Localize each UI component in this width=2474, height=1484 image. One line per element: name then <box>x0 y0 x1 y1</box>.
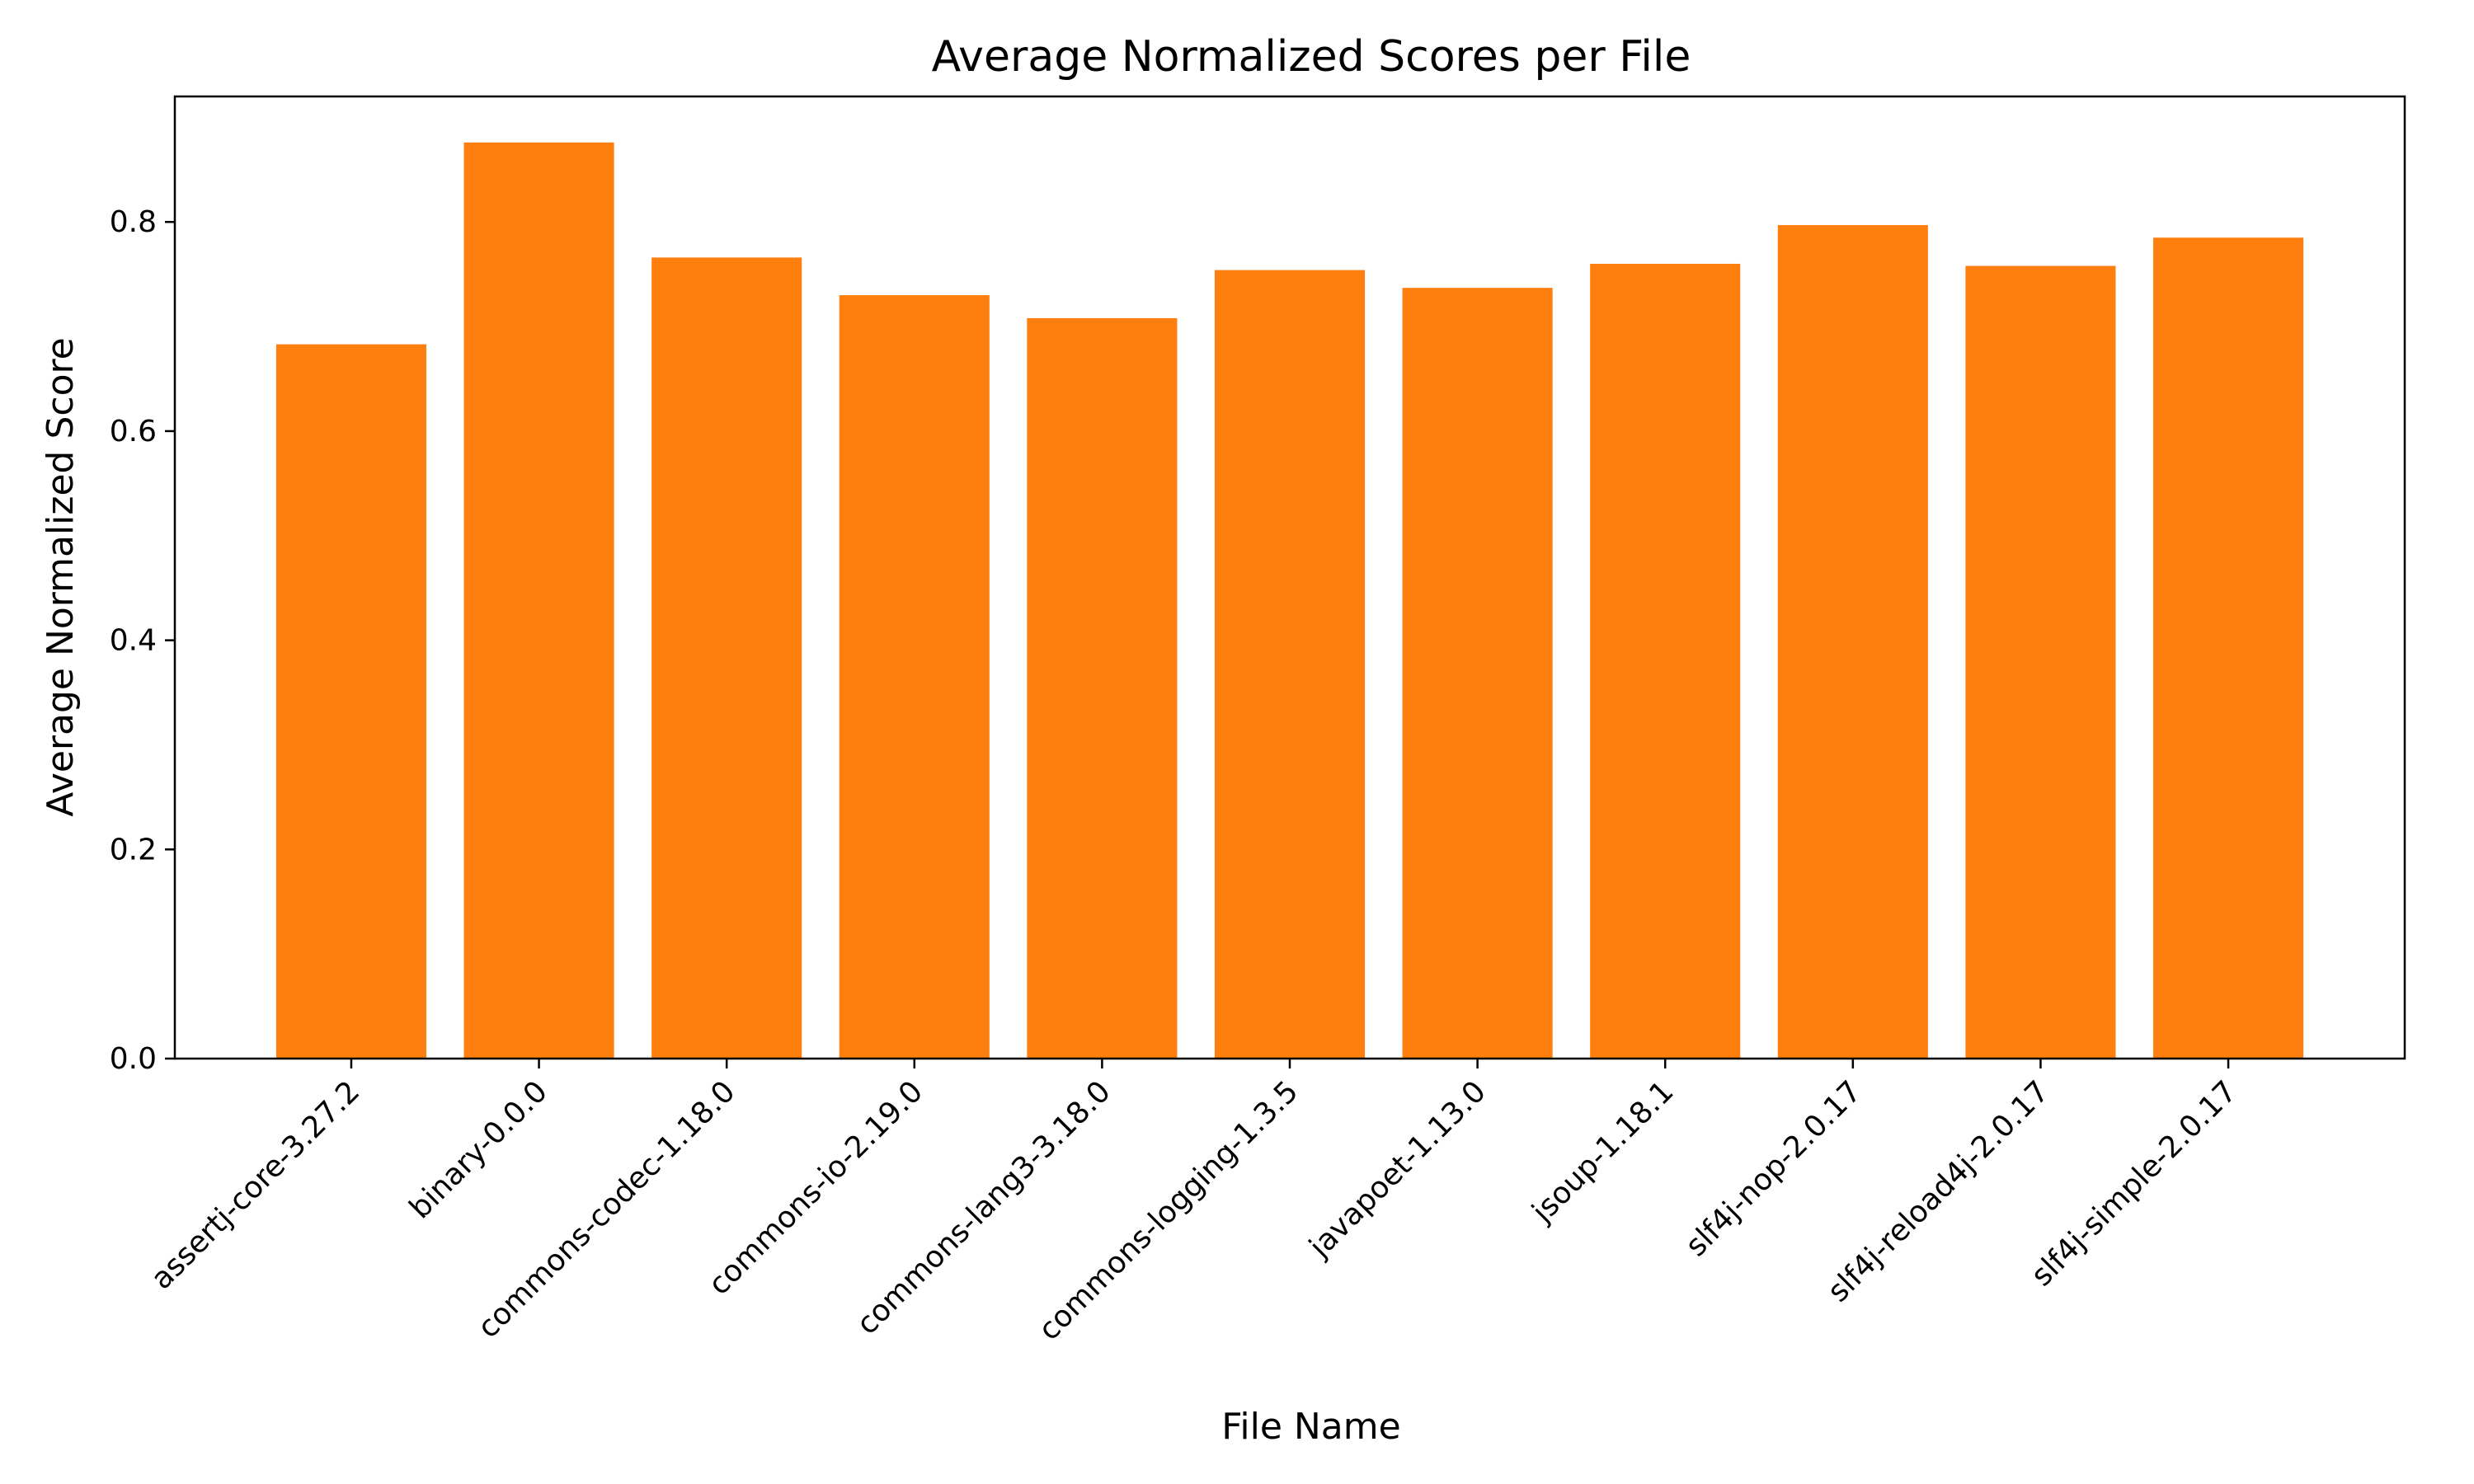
bar-assertj-core-3.27.2 <box>275 344 426 1059</box>
bar-javapoet-1.13.0 <box>1402 288 1553 1059</box>
bar-commons-logging-1.3.5 <box>1214 270 1366 1059</box>
chart-title: Average Normalized Scores per File <box>932 32 1691 82</box>
bar-slf4j-simple-2.0.17 <box>2153 237 2304 1059</box>
bar-jsoup-1.18.1 <box>1590 263 1741 1059</box>
x-tick-label: assertj-core-3.27.2 <box>145 1074 367 1296</box>
bar-slf4j-nop-2.0.17 <box>1777 225 1928 1059</box>
x-tick-label: binary-0.0.0 <box>403 1074 554 1225</box>
bar-binary-0.0.0 <box>463 142 614 1059</box>
x-tick-label: javapoet-1.13.0 <box>1302 1074 1493 1265</box>
x-tick-label: slf4j-nop-2.0.17 <box>1679 1074 1868 1263</box>
x-axis-label: File Name <box>1221 1406 1400 1448</box>
x-tick-label: slf4j-simple-2.0.17 <box>2025 1074 2243 1293</box>
x-tick-label: jsoup-1.18.1 <box>1526 1074 1681 1229</box>
x-tick-label: commons-io-2.19.0 <box>703 1074 930 1302</box>
bar-slf4j-reload4j-2.0.17 <box>1965 265 2116 1059</box>
x-axis: assertj-core-3.27.2 binary-0.0.0commons-c… <box>145 1059 2243 1347</box>
y-axis-label: Average Normalized Score <box>40 337 82 816</box>
y-tick-label: 0.4 <box>110 624 157 658</box>
bars <box>275 142 2304 1059</box>
y-tick-label: 0.6 <box>110 415 157 448</box>
y-tick-label: 0.0 <box>110 1042 157 1076</box>
bar-commons-lang3-3.18.0 <box>1027 317 1178 1059</box>
bar-commons-codec-1.18.0 <box>651 257 802 1059</box>
y-axis: 0.0 0.2 0.4 0.6 0.8 <box>110 205 175 1076</box>
y-tick-label: 0.8 <box>110 205 157 239</box>
y-tick-label: 0.2 <box>110 833 157 866</box>
bar-commons-io-2.19.0 <box>839 295 990 1059</box>
